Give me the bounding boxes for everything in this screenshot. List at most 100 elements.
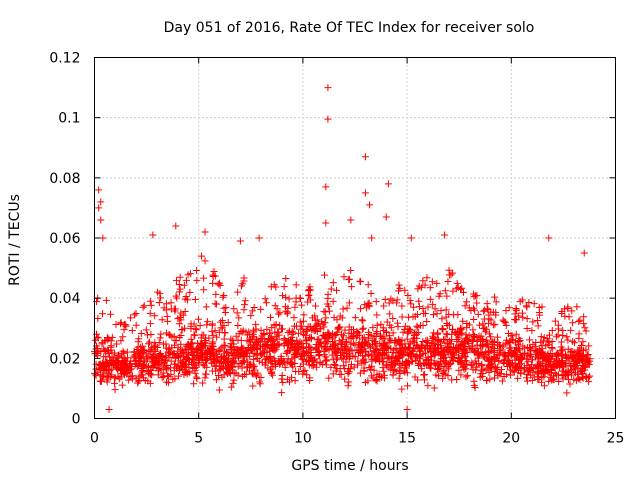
data-point <box>307 353 315 361</box>
data-point <box>121 321 129 328</box>
data-point <box>506 344 514 352</box>
data-point <box>371 337 379 345</box>
data-point <box>271 340 279 348</box>
data-point <box>543 334 551 342</box>
data-point <box>364 281 372 289</box>
data-point <box>426 364 434 372</box>
x-tick-label: 10 <box>294 431 312 447</box>
data-point <box>516 346 524 354</box>
data-point <box>175 280 183 288</box>
data-point <box>171 375 179 383</box>
data-point <box>403 405 411 413</box>
data-point <box>429 334 437 342</box>
data-point <box>304 349 312 357</box>
data-point <box>94 334 102 342</box>
data-point <box>220 292 228 300</box>
data-point <box>170 360 178 368</box>
data-point <box>319 332 327 340</box>
data-point <box>201 228 209 236</box>
data-point <box>170 350 178 358</box>
data-point <box>545 339 553 347</box>
data-point <box>200 274 208 282</box>
data-point <box>333 356 341 364</box>
data-point <box>200 286 208 294</box>
data-point <box>140 346 148 354</box>
data-point <box>359 317 367 325</box>
data-point <box>516 356 524 364</box>
data-point <box>313 322 321 330</box>
data-point <box>481 328 489 336</box>
data-point <box>393 296 401 304</box>
data-point <box>391 339 399 347</box>
data-point <box>190 380 198 388</box>
data-point <box>158 374 166 382</box>
data-point <box>562 350 570 358</box>
data-point <box>288 373 296 381</box>
data-point <box>155 298 163 306</box>
data-point <box>414 285 422 293</box>
data-point <box>242 328 250 336</box>
y-tick-label: 0.02 <box>49 351 80 367</box>
data-point <box>325 346 333 354</box>
data-point <box>392 353 400 361</box>
data-point <box>308 361 316 369</box>
data-point <box>140 302 148 310</box>
data-point <box>252 350 260 358</box>
data-point <box>219 293 227 301</box>
data-point <box>281 303 289 311</box>
data-point <box>517 370 525 378</box>
data-point <box>470 293 478 301</box>
data-point <box>262 299 270 307</box>
data-point <box>261 295 269 303</box>
data-point <box>285 295 293 303</box>
data-point <box>395 335 403 343</box>
data-point <box>213 300 221 308</box>
data-point <box>106 353 114 361</box>
data-point <box>455 354 463 362</box>
data-point <box>361 338 369 346</box>
data-point <box>484 306 492 314</box>
data-point <box>191 331 199 339</box>
data-point <box>572 363 580 371</box>
data-point <box>125 376 133 384</box>
data-point <box>439 325 447 333</box>
data-point <box>584 359 592 367</box>
data-point <box>263 354 271 362</box>
data-point <box>552 333 560 341</box>
data-point <box>583 354 591 362</box>
data-point <box>279 379 287 387</box>
data-point <box>160 304 168 312</box>
data-point <box>535 345 543 353</box>
data-point <box>296 318 304 326</box>
data-point <box>483 376 491 384</box>
data-point <box>234 321 242 329</box>
data-point <box>268 369 276 377</box>
data-point <box>366 201 374 209</box>
data-point <box>483 300 491 308</box>
data-point <box>312 363 320 371</box>
data-point <box>313 327 321 335</box>
data-point <box>578 367 586 375</box>
data-point <box>413 322 421 330</box>
data-point <box>565 313 573 321</box>
data-point <box>327 285 335 293</box>
data-point <box>310 327 318 335</box>
data-point <box>216 366 224 374</box>
data-point <box>383 328 391 336</box>
data-point <box>490 337 498 345</box>
data-point <box>303 371 311 379</box>
data-point <box>339 305 347 313</box>
data-point <box>299 344 307 352</box>
data-point <box>325 302 333 310</box>
data-point <box>344 382 352 390</box>
data-point <box>534 317 542 325</box>
data-point <box>442 313 450 321</box>
data-point <box>148 371 156 379</box>
data-point <box>348 360 355 368</box>
data-point <box>240 356 248 364</box>
data-point <box>215 279 223 287</box>
data-point <box>335 324 343 332</box>
data-point <box>547 362 555 370</box>
data-point <box>189 355 197 363</box>
data-point <box>364 300 372 308</box>
